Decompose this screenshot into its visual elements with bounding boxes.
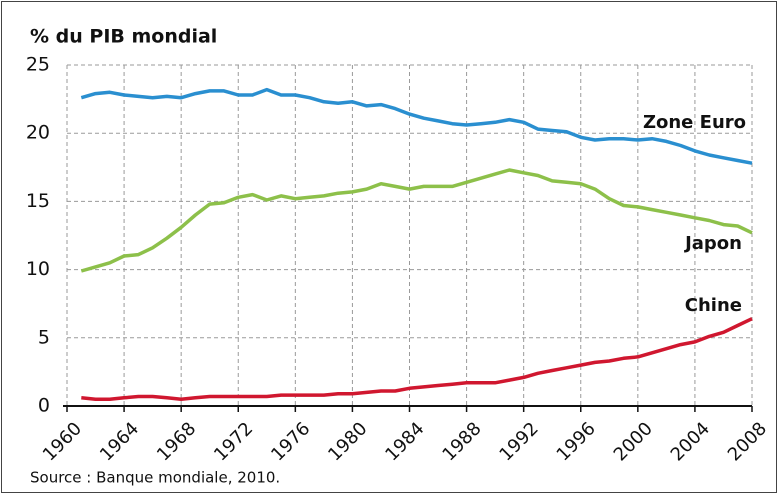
y-tick-label: 20 [26,122,50,144]
source: Source : Banque mondiale, 2010. [30,469,280,487]
y-tick-label: 25 [26,54,50,76]
y-tick-label: 0 [38,395,50,417]
series-line [80,168,753,273]
series-label: Chine [685,295,742,316]
series-line [80,87,753,165]
y-tick-label: 5 [38,326,50,348]
series-line [81,317,753,401]
y-tick-label: 15 [26,190,50,212]
series-label: Japon [683,233,742,254]
chart-title: % du PIB mondial [30,26,217,48]
series-label: Zone Euro [643,112,746,133]
y-tick-label: 10 [26,258,50,280]
